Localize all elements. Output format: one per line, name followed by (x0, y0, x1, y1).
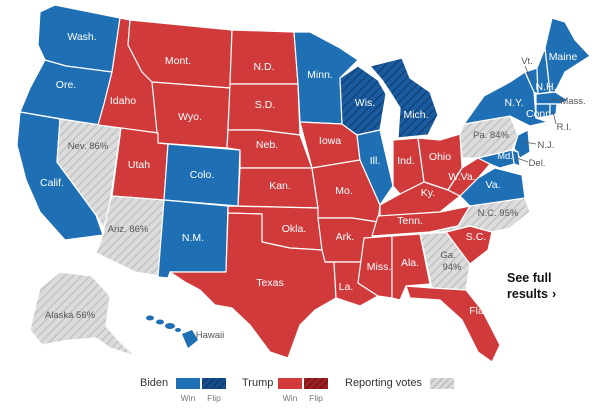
label-utah: Utah (128, 159, 150, 171)
label-texas: Texas (256, 277, 283, 289)
label-sd: S.D. (255, 99, 275, 111)
see-full-line2: results (507, 287, 548, 301)
legend-trump-title: Trump (242, 377, 274, 389)
label-ind: Ind. (397, 155, 415, 167)
legend-reporting-swatch (430, 378, 454, 389)
legend-biden-win-label: Win (180, 393, 196, 403)
see-full-results-link[interactable]: See full results › (507, 270, 556, 302)
label-mont: Mont. (165, 55, 191, 67)
label-nj: N.J. (538, 140, 555, 151)
label-vt: Vt. (521, 56, 533, 67)
label-sc: S.C. (466, 231, 486, 243)
label-ark: Ark. (336, 231, 355, 243)
label-hawaii: Hawaii (196, 330, 225, 341)
label-idaho: Idaho (110, 95, 136, 107)
label-miss: Miss. (367, 261, 392, 273)
state-wis[interactable] (339, 65, 387, 136)
legend-biden-win-swatch (176, 378, 200, 389)
label-iowa: Iowa (319, 135, 341, 147)
label-wis: Wis. (355, 97, 375, 109)
label-nev: Nev. 86% (68, 141, 109, 152)
label-nc: N.C. 95% (478, 208, 519, 219)
legend-biden-flip-label: Flip (207, 393, 221, 403)
label-ore: Ore. (56, 79, 76, 91)
state-alaska[interactable] (29, 271, 136, 357)
state-ill[interactable] (356, 129, 394, 206)
label-nd: N.D. (254, 61, 275, 73)
label-ariz: Ariz. 86% (108, 224, 149, 235)
label-mo: Mo. (335, 185, 353, 197)
label-colo: Colo. (190, 169, 215, 181)
legend-trump-flip-swatch (304, 378, 328, 389)
legend-trump-win-swatch (278, 378, 302, 389)
state-ri[interactable] (549, 103, 558, 117)
see-full-line2-wrap: results › (507, 286, 556, 302)
label-okla: Okla. (282, 223, 307, 235)
label-ill: Ill. (370, 155, 381, 167)
state-hawaii[interactable] (146, 315, 198, 349)
chevron-right-icon: › (552, 287, 557, 301)
legend-biden-flip-swatch (202, 378, 226, 389)
label-pa: Pa. 84% (473, 130, 509, 141)
legend-reporting-title: Reporting votes (345, 377, 423, 389)
label-va: Va. (486, 179, 501, 191)
label-del: Del. (529, 158, 546, 169)
label-wyo: Wyo. (178, 111, 202, 123)
label-ky: Ky. (421, 187, 435, 199)
state-mass[interactable] (535, 91, 569, 105)
label-ny: N.Y. (504, 97, 523, 109)
label-nh: N.H. (536, 81, 557, 93)
label-md: Md. (497, 151, 513, 162)
legend-biden-title: Biden (140, 377, 169, 389)
state-mich[interactable] (369, 57, 439, 139)
label-calif: Calif. (40, 177, 64, 189)
legend-trump-win-label: Win (282, 393, 298, 403)
state-miss[interactable] (357, 235, 393, 299)
legend: Biden Win Flip Trump Win Flip Reporting … (0, 374, 594, 408)
state-md[interactable] (477, 149, 515, 169)
label-ri: R.I. (557, 122, 572, 133)
label-nm: N.M. (182, 232, 204, 244)
label-wva: W.Va. (448, 171, 475, 183)
label-mich: Mich. (403, 109, 428, 121)
label-ga-pct: 94% (442, 262, 462, 273)
label-conn: Conn. (526, 108, 554, 120)
label-mass: Mass. (560, 96, 585, 107)
leader-lines (504, 65, 562, 163)
state-texas[interactable] (169, 212, 337, 359)
label-tenn: Tenn. (397, 215, 423, 227)
label-neb: Neb. (256, 139, 278, 151)
label-ga: Ga. (440, 250, 455, 261)
label-kan: Kan. (269, 180, 291, 192)
state-nd[interactable] (229, 29, 299, 85)
label-maine: Maine (549, 51, 578, 63)
label-ohio: Ohio (429, 151, 451, 163)
state-ny[interactable] (463, 71, 549, 127)
see-full-line1: See full (507, 271, 552, 285)
label-la: La. (339, 281, 354, 293)
label-wash: Wash. (67, 31, 96, 43)
state-fla[interactable] (405, 285, 501, 363)
label-ala: Ala. (401, 257, 419, 269)
label-minn: Minn. (307, 69, 333, 81)
legend-trump-flip-label: Flip (309, 393, 323, 403)
label-fla: Fla. (469, 305, 487, 317)
state-nj[interactable] (513, 129, 531, 159)
label-alaska: Alaska 56% (45, 310, 96, 321)
